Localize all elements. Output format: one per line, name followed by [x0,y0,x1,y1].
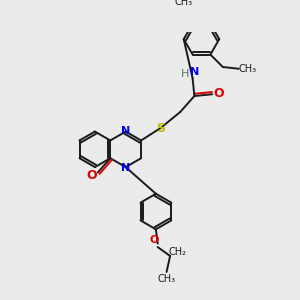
Text: N: N [190,67,199,77]
Text: N: N [121,163,130,173]
Text: H: H [181,69,190,79]
Text: CH₃: CH₃ [238,64,257,74]
Text: O: O [86,169,97,182]
Text: S: S [156,122,165,134]
Text: CH₃: CH₃ [158,274,175,284]
Text: O: O [149,235,159,245]
Text: O: O [213,87,224,100]
Text: CH₃: CH₃ [175,0,193,8]
Text: CH₂: CH₂ [168,248,186,257]
Text: N: N [121,126,130,136]
